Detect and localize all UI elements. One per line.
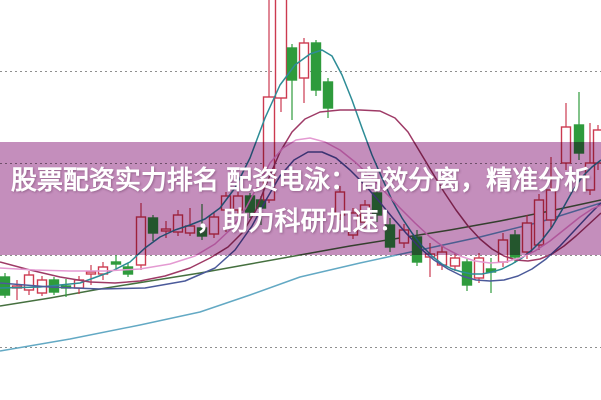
- headline-band-overlay: [0, 142, 601, 255]
